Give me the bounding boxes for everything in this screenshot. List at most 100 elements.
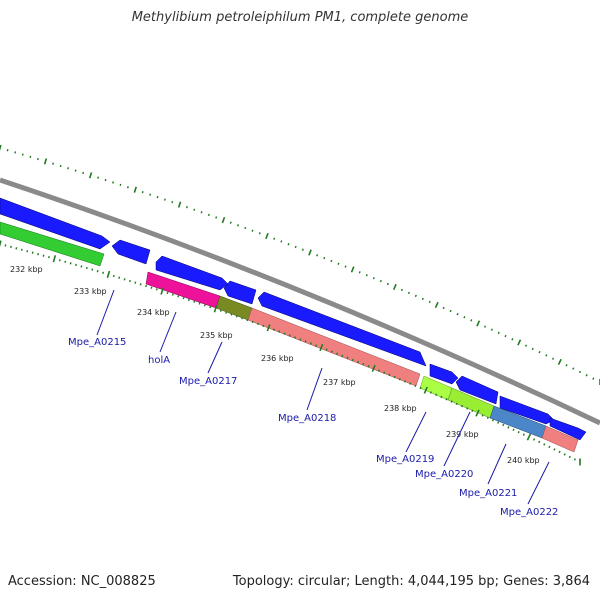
scale-tick-minor xyxy=(538,440,541,444)
scale-tick-minor xyxy=(52,162,55,165)
scale-tick-minor xyxy=(383,371,386,374)
scale-tick-minor xyxy=(483,325,487,328)
scale-tick-minor xyxy=(553,448,556,451)
leader-line xyxy=(306,367,323,411)
scale-tick-minor xyxy=(497,331,500,335)
scale-tick-minor xyxy=(235,315,238,318)
scale-tick-minor xyxy=(104,178,107,182)
scale-tick-minor xyxy=(490,328,493,331)
scale-tick-minor xyxy=(150,286,153,289)
scale-tick-minor xyxy=(156,195,159,199)
feature-bar-green[interactable] xyxy=(0,221,105,267)
cds-arrow-reverse[interactable] xyxy=(223,280,257,305)
scale-tick-minor xyxy=(357,360,360,364)
scale-tick-minor xyxy=(119,183,122,187)
gene-label-mpe-a0219[interactable]: Mpe_A0219 xyxy=(376,454,434,465)
gene-labels: Mpe_A0215 holA Mpe_A0217 Mpe_A0218 Mpe_A… xyxy=(68,337,558,518)
scale-tick-minor xyxy=(126,186,129,189)
scale-tick-minor xyxy=(26,250,29,253)
scale-tick-minor xyxy=(21,153,24,156)
feature-bar-salmon[interactable] xyxy=(541,425,579,453)
scale-tick-minor xyxy=(403,380,407,383)
scale-tick-minor xyxy=(398,377,401,381)
scale-tick-major xyxy=(213,305,218,313)
scale-tick-minor xyxy=(272,328,275,331)
scale-tick-minor xyxy=(551,357,555,360)
scale-tick-minor xyxy=(442,306,445,310)
scale-tick-minor xyxy=(91,268,94,271)
scale-tick-minor xyxy=(358,271,361,274)
scale-tick-minor xyxy=(149,193,152,196)
scale-tick-major xyxy=(0,240,2,248)
scale-tick-minor xyxy=(37,253,40,256)
scale-tick-minor xyxy=(466,407,469,410)
scale-tick-major xyxy=(557,358,562,366)
scale-tick-minor xyxy=(304,340,307,343)
scale-tick-minor xyxy=(486,416,489,420)
scale-tick-minor xyxy=(419,386,422,390)
scale-tick-minor xyxy=(421,297,424,301)
scale-tick-minor xyxy=(316,254,319,257)
scale-tick-major xyxy=(476,320,481,327)
scale-tick-major xyxy=(221,216,226,224)
scale-tick-minor xyxy=(171,200,174,204)
scale-tick-minor xyxy=(171,293,174,296)
scale-tick-major xyxy=(517,339,522,346)
scale-tick-minor xyxy=(301,248,304,251)
cds-arrow-forward[interactable] xyxy=(549,417,587,441)
scale-tick-minor xyxy=(568,455,571,459)
scale-tick-minor xyxy=(386,282,389,286)
cds-arrow-reverse[interactable] xyxy=(111,239,151,265)
scale-tick-minor xyxy=(67,167,70,170)
scale-tick-minor xyxy=(257,322,260,326)
scale-tick-minor xyxy=(400,288,403,292)
scale-tick-minor xyxy=(565,364,568,367)
tick-label: 240 kbp xyxy=(507,456,540,465)
scale-tick-minor xyxy=(309,342,312,345)
scale-tick-minor xyxy=(287,243,290,246)
scale-tick-minor xyxy=(102,271,104,274)
scale-tick-minor xyxy=(74,169,77,172)
scale-tick-major xyxy=(52,255,57,263)
scale-tick-minor xyxy=(414,384,417,387)
scale-tick-minor xyxy=(182,296,185,300)
cds-arrow-forward[interactable] xyxy=(429,363,459,385)
gene-label-mpe-a0215[interactable]: Mpe_A0215 xyxy=(68,337,126,348)
gene-label-mpe-a0222[interactable]: Mpe_A0222 xyxy=(500,507,558,518)
cds-arrow-reverse[interactable] xyxy=(455,375,499,405)
cds-arrow-reverse[interactable] xyxy=(257,291,427,367)
scale-tick-minor xyxy=(193,208,196,211)
scale-tick-major xyxy=(133,186,138,193)
scale-tick-minor xyxy=(203,304,206,307)
scale-tick-minor xyxy=(507,426,510,429)
scale-tick-minor xyxy=(429,391,433,394)
scale-tick-minor xyxy=(428,300,431,304)
scale-tick-minor xyxy=(362,362,365,366)
scale-tick-minor xyxy=(31,251,34,254)
scale-tick-minor xyxy=(512,428,515,431)
scale-tick-minor xyxy=(377,369,380,372)
leader-line xyxy=(443,411,471,467)
scale-tick-minor xyxy=(200,211,203,214)
tick-label: 233 kbp xyxy=(74,287,107,296)
scale-tick-minor xyxy=(246,318,249,322)
gene-label-mpe-a0220[interactable]: Mpe_A0220 xyxy=(415,469,473,480)
gene-label-hola[interactable]: holA xyxy=(148,355,170,366)
scale-tick-minor xyxy=(193,300,196,303)
gene-label-mpe-a0217[interactable]: Mpe_A0217 xyxy=(179,376,237,387)
cds-arrow-forward[interactable] xyxy=(0,197,111,250)
leader-line xyxy=(405,411,427,453)
scale-tick-minor xyxy=(251,320,254,324)
gene-label-mpe-a0218[interactable]: Mpe_A0218 xyxy=(278,413,336,424)
scale-tick-minor xyxy=(185,206,188,209)
scale-tick-minor xyxy=(163,198,166,201)
gene-label-mpe-a0221[interactable]: Mpe_A0221 xyxy=(459,488,517,499)
scale-tick-minor xyxy=(64,260,67,263)
scale-tick-minor xyxy=(545,354,548,357)
scale-tick-minor xyxy=(367,365,370,368)
scale-tick-minor xyxy=(112,181,114,184)
scale-tick-minor xyxy=(517,430,520,434)
scale-tick-minor xyxy=(280,240,283,243)
scale-tick-major xyxy=(392,283,397,291)
